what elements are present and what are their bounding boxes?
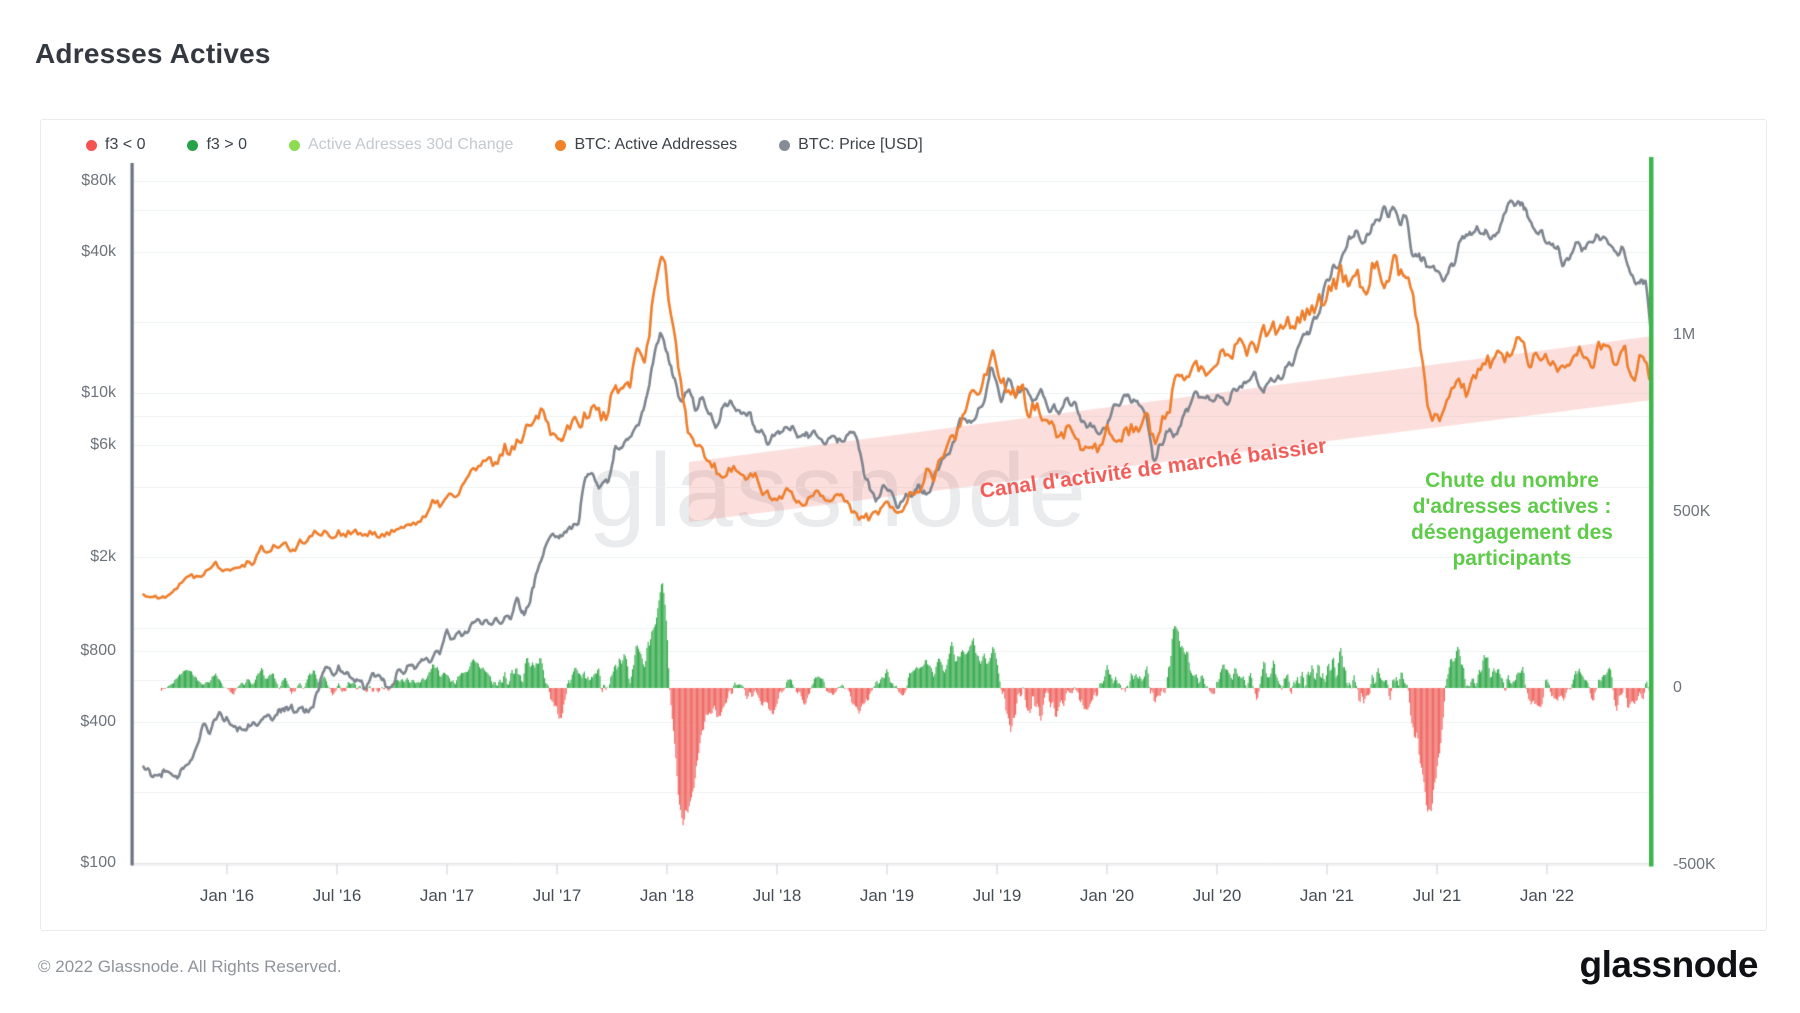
annotation-active-addresses-drop-label: Chute du nombre d'adresses actives : dés… (1411, 469, 1613, 570)
legend-item-1[interactable]: f3 > 0 (187, 136, 247, 154)
right-axis-label-500K: 500K (1673, 502, 1711, 520)
left-axis-label-$400: $400 (80, 712, 116, 730)
x-axis-label-8: Jan '20 (1079, 886, 1135, 905)
legend-item-label: BTC: Active Addresses (574, 136, 738, 153)
x-axis-label-4: Jan '18 (639, 886, 695, 905)
x-axis-label-0: Jan '16 (199, 886, 255, 905)
x-axis-label-9: Jul '20 (1192, 886, 1242, 905)
right-axis-label-0: 0 (1673, 679, 1682, 696)
x-axis-label-1: Jul '16 (312, 886, 362, 905)
left-axis-label-$80k: $80k (81, 171, 116, 189)
x-axis-label-12: Jan '22 (1519, 886, 1575, 905)
legend-item-label: f3 > 0 (206, 136, 247, 153)
x-axis-label-6: Jan '19 (859, 886, 915, 905)
legend-item-4[interactable]: BTC: Price [USD] (779, 136, 923, 154)
left-axis-label-$2k: $2k (90, 548, 116, 566)
legend-dot-icon (86, 139, 97, 151)
left-axis-label-$100: $100 (80, 854, 116, 871)
legend-dot-icon (288, 139, 300, 151)
left-axis-label-$6k: $6k (90, 436, 116, 454)
legend-item-label: f3 < 0 (105, 136, 146, 153)
footer-copyright: © 2022 Glassnode. All Rights Reserved. (38, 957, 342, 976)
chart-legend: f3 < 0 f3 > 0 Active Adresses 30d Change BT… (86, 136, 923, 154)
legend-item-label: BTC: Price [USD] (798, 136, 923, 153)
x-axis-label-10: Jan '21 (1299, 886, 1355, 905)
x-axis-label-7: Jul '19 (972, 886, 1022, 905)
legend-item-label: Active Adresses 30d Change (307, 136, 514, 153)
left-axis-label-$40k: $40k (81, 242, 116, 260)
legend-dot-icon (555, 139, 567, 151)
legend-item-2[interactable]: Active Adresses 30d Change (288, 136, 514, 154)
x-axis-label-3: Jul '17 (532, 886, 582, 905)
right-axis-label--500K: -500K (1673, 855, 1716, 873)
x-axis-label-2: Jan '17 (419, 886, 475, 905)
legend-item-3[interactable]: BTC: Active Addresses (555, 136, 737, 154)
glassnode-logo: glassnode (1579, 944, 1759, 985)
legend-dot-icon (187, 139, 199, 151)
right-axis-label-1M: 1M (1673, 326, 1696, 343)
legend-dot-icon (779, 139, 791, 151)
x-axis-label-11: Jul '21 (1412, 886, 1462, 905)
left-axis-label-$800: $800 (80, 641, 116, 659)
left-axis-label-$10k: $10k (81, 384, 116, 401)
x-axis-label-5: Jul '18 (752, 886, 802, 905)
legend-item-0[interactable]: f3 < 0 (86, 136, 145, 154)
